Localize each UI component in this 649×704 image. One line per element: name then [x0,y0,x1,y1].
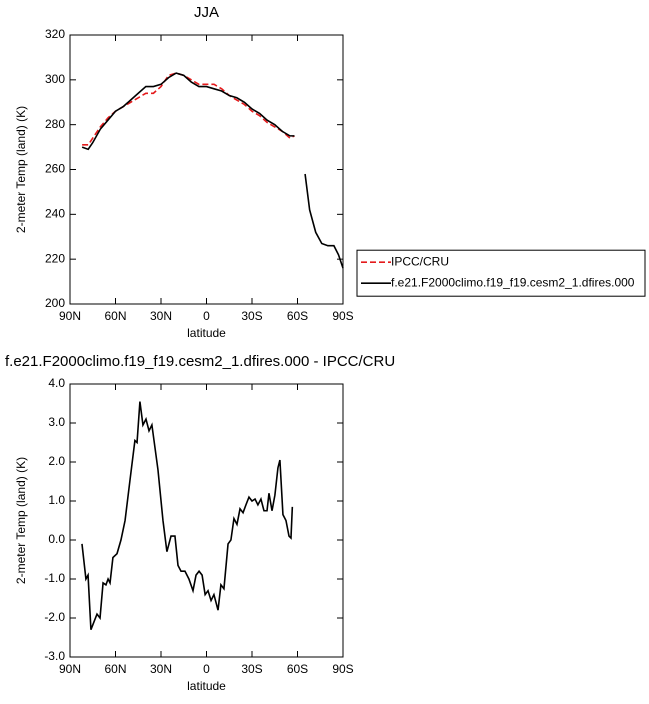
y-tick-label: -3.0 [44,649,65,663]
x-tick-label: 60N [104,662,126,676]
data-line [81,401,294,630]
y-tick-label: 280 [45,117,65,131]
x-tick-label: 30N [150,662,172,676]
y-tick-label: 320 [45,27,65,41]
legend-label: f.e21.F2000climo.f19_f19.cesm2_1.dfires.… [391,275,635,289]
x-axis-label: latitude [187,326,226,340]
y-tick-label: -1.0 [44,571,65,585]
x-tick-label: 30N [150,309,172,323]
y-tick-label: 260 [45,162,65,176]
x-tick-label: 90N [59,309,81,323]
y-axis-label: 2-meter Temp (land) (K) [14,106,28,233]
legend-box [356,249,646,297]
y-tick-label: 4.0 [48,376,65,390]
x-tick-label: 60S [287,309,308,323]
x-tick-label: 0 [203,309,210,323]
x-tick-label: 0 [203,662,210,676]
plot-frame [69,383,344,658]
y-tick-label: 0.0 [48,532,65,546]
y-tick-label: 200 [45,296,65,310]
data-line [81,72,344,269]
y-tick-label: 300 [45,72,65,86]
data-line [82,72,295,146]
x-axis-label: latitude [187,679,226,693]
x-tick-label: 90S [332,662,353,676]
y-tick-label: -2.0 [44,610,65,624]
y-tick-label: 220 [45,251,65,265]
legend-label: IPCC/CRU [391,254,449,268]
y-tick-label: 3.0 [48,415,65,429]
chart-title: JJA [194,4,219,21]
x-tick-label: 60N [104,309,126,323]
x-tick-label: 30S [241,662,262,676]
chart-title: f.e21.F2000climo.f19_f19.cesm2_1.dfires.… [5,353,395,370]
x-tick-label: 90N [59,662,81,676]
x-tick-label: 60S [287,662,308,676]
y-tick-label: 240 [45,207,65,221]
plot-frame [69,34,344,305]
y-axis-label: 2-meter Temp (land) (K) [14,457,28,584]
y-tick-label: 1.0 [48,493,65,507]
y-tick-label: 2.0 [48,454,65,468]
x-tick-label: 30S [241,309,262,323]
x-tick-label: 90S [332,309,353,323]
